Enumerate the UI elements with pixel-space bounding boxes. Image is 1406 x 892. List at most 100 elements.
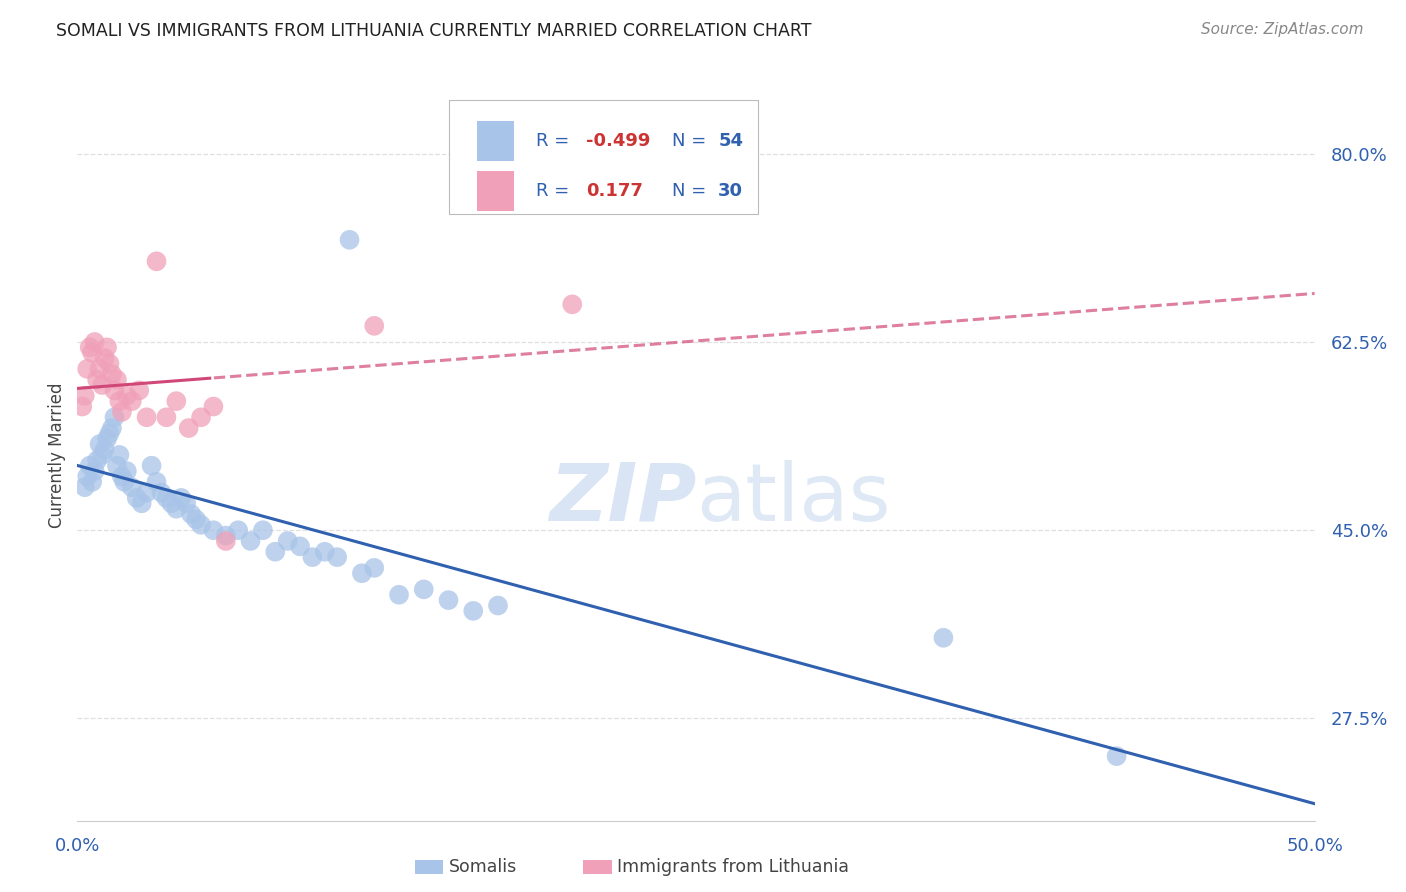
Point: [165, 501, 187, 516]
Point: [150, 485, 173, 500]
Point: [103, 384, 125, 398]
Point: [339, 233, 361, 247]
Point: [177, 421, 200, 435]
Point: [89, 437, 111, 451]
Point: [115, 389, 138, 403]
Point: [170, 491, 193, 505]
Text: Immigrants from Lithuania: Immigrants from Lithuania: [617, 858, 849, 876]
Text: Source: ZipAtlas.com: Source: ZipAtlas.com: [1201, 22, 1364, 37]
Point: [115, 464, 138, 478]
Point: [252, 523, 274, 537]
Point: [226, 523, 249, 537]
Point: [131, 496, 153, 510]
Point: [180, 507, 202, 521]
Point: [184, 512, 207, 526]
Point: [111, 469, 134, 483]
Text: 30: 30: [718, 182, 744, 200]
FancyBboxPatch shape: [449, 100, 758, 213]
Point: [89, 362, 111, 376]
Point: [121, 394, 143, 409]
Point: [202, 400, 225, 414]
Point: [121, 480, 143, 494]
Point: [83, 334, 105, 349]
Point: [326, 550, 349, 565]
Point: [79, 458, 101, 473]
Point: [86, 373, 108, 387]
Point: [96, 340, 118, 354]
Point: [486, 599, 509, 613]
Point: [215, 528, 238, 542]
Point: [202, 523, 225, 537]
Point: [412, 582, 434, 597]
Point: [288, 539, 311, 553]
Text: -0.499: -0.499: [586, 132, 650, 150]
Text: SOMALI VS IMMIGRANTS FROM LITHUANIA CURRENTLY MARRIED CORRELATION CHART: SOMALI VS IMMIGRANTS FROM LITHUANIA CURR…: [56, 22, 811, 40]
Point: [463, 604, 485, 618]
Text: N =: N =: [672, 132, 713, 150]
Point: [91, 448, 114, 462]
Point: [103, 410, 125, 425]
Point: [86, 453, 108, 467]
Point: [108, 394, 131, 409]
Point: [215, 533, 238, 548]
Point: [190, 517, 212, 532]
Point: [561, 297, 583, 311]
Point: [141, 458, 163, 473]
Point: [239, 533, 262, 548]
Point: [91, 378, 114, 392]
Point: [264, 545, 287, 559]
Point: [79, 340, 101, 354]
Point: [155, 491, 177, 505]
Point: [363, 561, 385, 575]
Point: [72, 400, 94, 414]
Text: R =: R =: [536, 182, 581, 200]
Point: [277, 533, 299, 548]
Point: [155, 410, 177, 425]
Point: [76, 469, 98, 483]
Point: [350, 566, 373, 581]
Point: [190, 410, 212, 425]
Point: [165, 394, 187, 409]
Point: [128, 384, 150, 398]
Point: [363, 318, 385, 333]
Point: [82, 475, 104, 489]
Point: [101, 421, 124, 435]
Point: [111, 405, 134, 419]
Point: [135, 485, 157, 500]
Text: N =: N =: [672, 182, 713, 200]
Point: [437, 593, 460, 607]
Y-axis label: Currently Married: Currently Married: [48, 382, 66, 528]
Point: [108, 448, 131, 462]
Text: atlas: atlas: [696, 459, 890, 538]
Point: [388, 588, 411, 602]
Text: 0.177: 0.177: [586, 182, 643, 200]
Text: Somalis: Somalis: [449, 858, 517, 876]
Point: [301, 550, 323, 565]
Point: [105, 458, 128, 473]
Text: ZIP: ZIP: [548, 459, 696, 538]
Point: [105, 373, 128, 387]
Text: 54: 54: [718, 132, 744, 150]
Point: [73, 389, 96, 403]
Point: [73, 480, 96, 494]
Point: [145, 254, 167, 268]
Point: [83, 464, 105, 478]
Point: [96, 432, 118, 446]
Point: [98, 426, 121, 441]
Point: [112, 475, 135, 489]
Point: [135, 410, 157, 425]
Point: [82, 345, 104, 359]
Point: [101, 368, 124, 382]
Point: [314, 545, 336, 559]
Bar: [477, 170, 515, 211]
Point: [98, 356, 121, 371]
Point: [76, 362, 98, 376]
Point: [125, 491, 148, 505]
Point: [93, 351, 115, 365]
Point: [160, 496, 183, 510]
Point: [1105, 749, 1128, 764]
Text: R =: R =: [536, 132, 575, 150]
Point: [145, 475, 167, 489]
Point: [174, 496, 197, 510]
Point: [93, 442, 115, 457]
